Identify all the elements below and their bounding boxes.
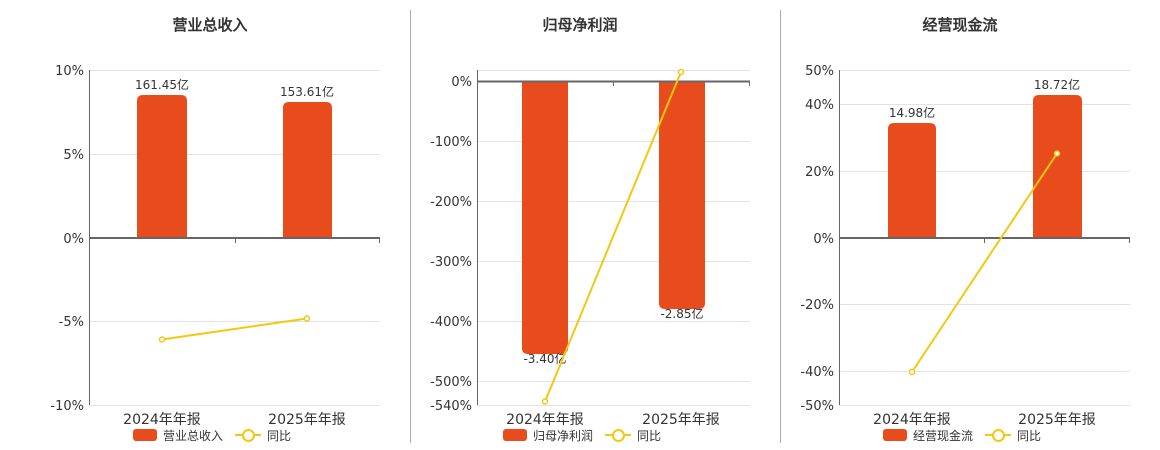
y-tick-label: -200% [430,195,472,210]
chart-title: 归母净利润 [542,16,618,34]
yoy-point-2025[interactable] [677,68,685,76]
chart-legend: 营业总收入 同比 [133,427,291,443]
y-tick-label: 40% [805,98,834,113]
y-tick-label: 0% [63,232,84,247]
legend-bar-swatch-icon[interactable] [133,429,157,441]
x-category-label: 2024年年报 [506,412,584,428]
x-category-label: 2025年年报 [1018,412,1096,428]
yoy-point-2025[interactable] [303,315,311,322]
y-tick-label: 20% [805,165,834,180]
y-tick-label: -40% [800,365,834,380]
legend-bar-label[interactable]: 经营现金流 [913,428,974,443]
chart-title: 营业总收入 [172,16,248,34]
y-tick-label: -540% [430,399,472,414]
chart-title: 经营现金流 [922,16,998,34]
bar-value-label: 14.98亿 [889,105,935,120]
panel-divider-2 [780,10,781,443]
legend-line-marker-icon[interactable] [985,428,1012,442]
y-tick-label: -400% [430,315,472,330]
chart-legend: 经营现金流 同比 [883,427,1041,443]
yoy-line [544,71,682,402]
chart-plot-net-profit: 0% -100% -200% -300% -400% -500% -540% -… [430,68,750,428]
chart-legend: 归母净利润 同比 [503,427,661,443]
y-tick-label: -5% [59,315,84,330]
legend-line-label[interactable]: 同比 [637,428,662,443]
bar-value-label: 18.72亿 [1034,77,1080,92]
legend-bar-label[interactable]: 归母净利润 [533,428,594,443]
x-category-label: 2025年年报 [642,412,720,428]
panel-divider-1 [410,10,411,443]
legend-bar-label[interactable]: 营业总收入 [163,428,224,443]
y-tick-label: 5% [63,148,84,163]
y-tick-label: -100% [430,135,472,150]
legend-line-label[interactable]: 同比 [1017,428,1042,443]
x-category-label: 2025年年报 [268,412,346,428]
bar-2024[interactable] [137,95,187,238]
y-tick-label: 0% [813,232,834,247]
y-tick-label: -10% [50,399,84,414]
yoy-point-2024[interactable] [158,336,166,343]
chart-panel-net-profit: 归母净利润 0% -100% -200% -300% -400% -500% -… [430,16,750,443]
yoy-point-2025[interactable] [1053,150,1061,157]
bar-value-label: 161.45亿 [135,77,189,92]
y-tick-label: -50% [800,399,834,414]
x-category-label: 2024年年报 [123,412,201,428]
bar-value-label: -3.40亿 [523,351,566,366]
legend-line-marker-icon[interactable] [605,428,632,442]
legend-line-label[interactable]: 同比 [267,428,292,443]
bar-2025[interactable] [283,102,332,238]
legend-line-marker-icon[interactable] [235,428,262,442]
bar-2025[interactable] [1033,95,1082,238]
bar-value-label: -2.85亿 [660,306,703,321]
legend-bar-swatch-icon[interactable] [503,429,527,441]
x-category-label: 2024年年报 [873,412,951,428]
yoy-line [161,317,308,341]
y-tick-label: 0% [451,75,472,90]
yoy-point-2024[interactable] [908,368,916,376]
y-tick-label: 10% [55,64,84,79]
y-tick-label: 50% [805,64,834,79]
chart-panel-revenue: 营业总收入 10% 5% 0% -5% -10% 161.45亿 153.61亿… [0,0,410,450]
yoy-line [911,152,1058,373]
y-tick-label: -500% [430,375,472,390]
legend-bar-swatch-icon[interactable] [883,429,907,441]
bar-2025[interactable] [659,81,705,309]
bar-2024[interactable] [522,81,568,354]
bar-value-label: 153.61亿 [280,84,334,99]
y-tick-label: -20% [800,298,834,313]
yoy-point-2024[interactable] [541,398,549,405]
y-tick-label: -300% [430,255,472,270]
bar-2024[interactable] [888,123,936,238]
chart-plot-revenue: 10% 5% 0% -5% -10% 161.45亿 153.61亿 2024年… [50,64,380,428]
